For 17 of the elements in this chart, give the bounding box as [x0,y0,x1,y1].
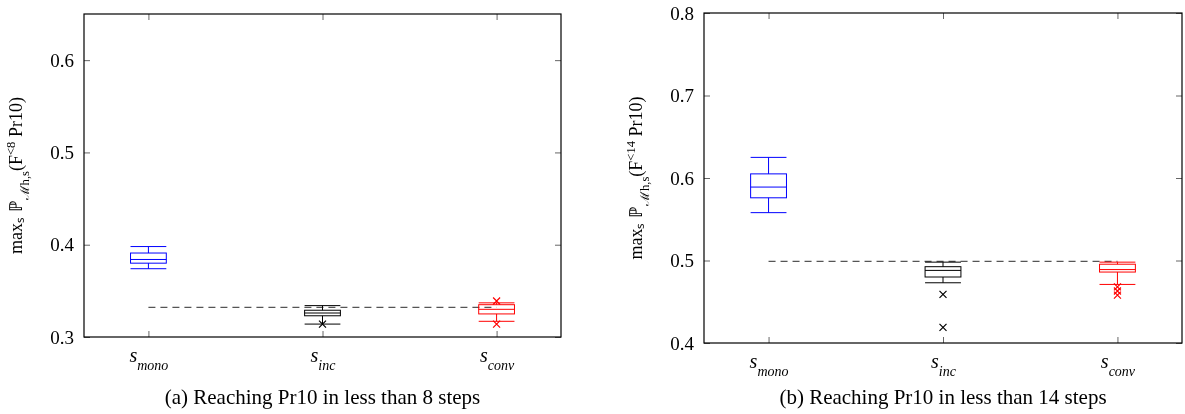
x-tick-label: s$_{inc}$ [310,344,337,373]
y-tick-label: 0.4 [50,234,75,256]
text: (b) Reaching Pr10 in less than 14 steps [779,385,1107,409]
y-tick-label: 0.4 [670,332,695,354]
x-tick-label: s$_{conv}$ [1100,350,1136,379]
y-tick-label: 0.8 [670,2,694,24]
y-tick-label: 0.6 [670,167,694,189]
y-tick-label: 0.5 [50,142,74,164]
x-tick-label: s$_{inc}$ [931,350,957,379]
x-tick-label: s$_{mono}$ [749,350,789,379]
x-tick-label: s$_{conv}$ [479,344,515,373]
x-tick-label: s$_{mono}$ [129,344,169,373]
text: (a) Reaching Pr10 in less than 8 steps [164,385,481,409]
y-tick-label: 0.3 [50,326,74,348]
y-tick-label: 0.7 [670,85,694,107]
y-tick-label: 0.5 [670,250,694,272]
y-tick-label: 0.6 [50,49,74,71]
